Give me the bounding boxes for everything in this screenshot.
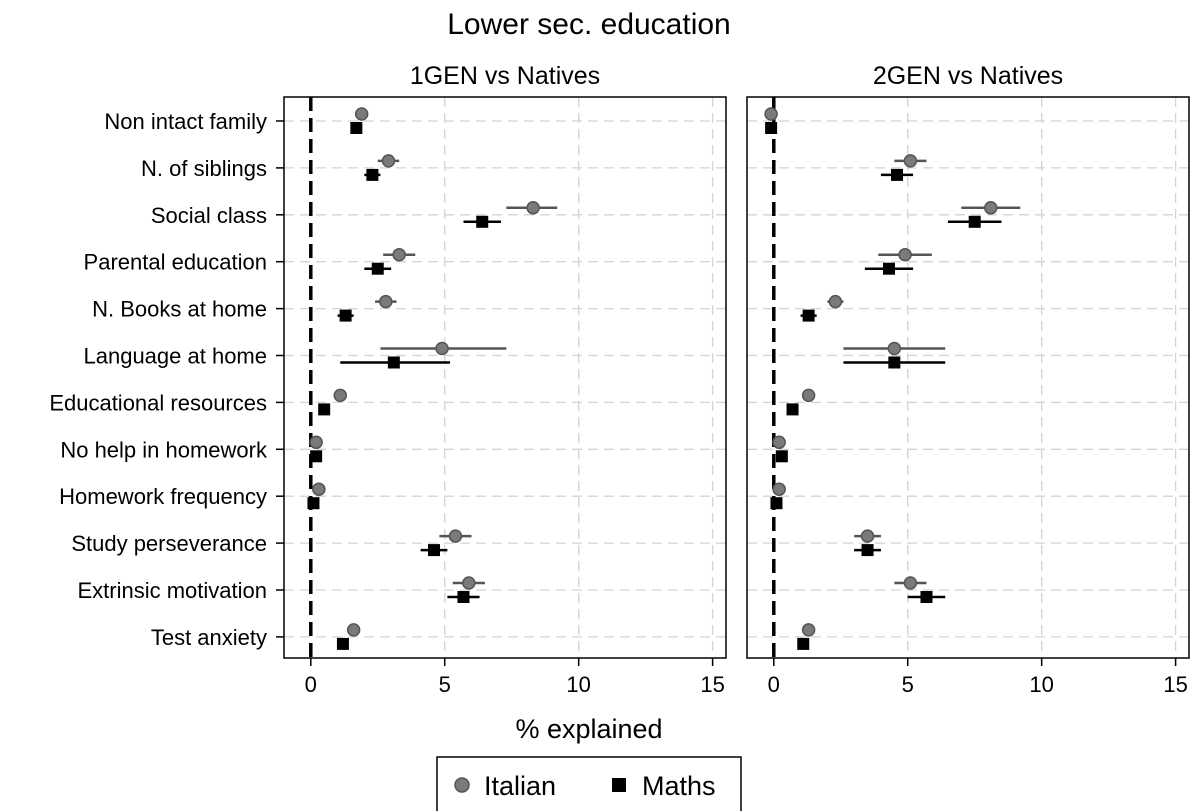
- y-axis-labels: Non intact family N. of siblings Social cl…: [49, 109, 284, 650]
- plot-area: [284, 97, 726, 658]
- plot-frame: [746, 96, 1190, 659]
- point-maths-parental-education: [882, 262, 895, 275]
- point-italian-parental-education: [392, 247, 406, 262]
- x-tick-label: 5: [439, 672, 451, 697]
- point-italian-n-of-siblings: [903, 154, 918, 168]
- point-maths-educational-resources: [786, 403, 799, 416]
- x-tick-label: 5: [902, 672, 914, 697]
- point-maths-homework-frequency: [307, 497, 320, 510]
- x-tick-label: 0: [305, 672, 317, 697]
- legend-maths-label: Maths: [642, 771, 716, 801]
- point-italian-no-help-in-homework: [309, 435, 323, 450]
- chart-title: Lower sec. education: [447, 8, 731, 41]
- y-label-non-intact-family: Non intact family: [104, 109, 267, 134]
- x-tick-label: 10: [1029, 672, 1053, 697]
- y-label-homework-frequency: Homework frequency: [59, 484, 267, 509]
- point-italian-social-class: [984, 201, 998, 215]
- point-maths-extrinsic-motivation: [920, 591, 933, 603]
- point-italian-n-of-siblings: [381, 154, 396, 168]
- panel-title: 2GEN vs Natives: [873, 62, 1063, 90]
- point-italian-language-at-home: [887, 341, 902, 356]
- point-maths-study-perseverance: [861, 544, 874, 557]
- point-italian-no-help-in-homework: [772, 435, 786, 450]
- point-maths-non-intact-family: [350, 122, 363, 134]
- point-maths-test-anxiety: [336, 637, 349, 650]
- point-italian-parental-education: [898, 247, 912, 262]
- legend-box: [436, 756, 742, 811]
- point-italian-n-books-at-home: [828, 294, 843, 309]
- point-italian-non-intact-family: [354, 107, 369, 121]
- point-maths-n-books-at-home: [802, 309, 815, 322]
- point-italian-extrinsic-motivation: [462, 576, 476, 590]
- point-maths-n-of-siblings: [891, 168, 904, 181]
- plot-frame: [283, 96, 727, 659]
- point-maths-study-perseverance: [428, 544, 441, 557]
- legend: Italian Maths: [436, 756, 742, 811]
- point-maths-social-class: [476, 215, 489, 228]
- point-maths-no-help-in-homework: [775, 450, 788, 463]
- y-label-study-perseverance: Study perseverance: [71, 531, 267, 556]
- panel-2gen: 2GEN vs Natives 0 5 10 15: [746, 62, 1190, 697]
- point-italian-social-class: [526, 201, 540, 215]
- plot-area: [747, 97, 1189, 658]
- point-maths-non-intact-family: [765, 122, 778, 134]
- y-label-language-at-home: Language at home: [84, 344, 268, 369]
- y-label-n-books-at-home: N. Books at home: [92, 297, 267, 322]
- panel-title: 1GEN vs Natives: [410, 62, 600, 90]
- point-maths-language-at-home: [888, 356, 901, 369]
- point-maths-extrinsic-motivation: [457, 591, 470, 603]
- point-maths-homework-frequency: [770, 497, 783, 510]
- x-tick-label: 15: [1163, 672, 1187, 697]
- legend-italian-label: Italian: [484, 771, 556, 801]
- point-maths-parental-education: [371, 262, 384, 275]
- point-italian-extrinsic-motivation: [903, 576, 918, 590]
- y-label-test-anxiety: Test anxiety: [151, 625, 267, 650]
- x-tick-label: 15: [700, 672, 724, 697]
- panel-1gen: 1GEN vs Natives 0 5 10 15: [283, 62, 727, 697]
- point-maths-no-help-in-homework: [310, 450, 323, 463]
- point-italian-n-books-at-home: [379, 294, 393, 309]
- legend-italian-marker: [454, 777, 470, 793]
- point-maths-language-at-home: [387, 356, 400, 369]
- point-maths-n-of-siblings: [366, 168, 379, 181]
- point-italian-language-at-home: [435, 341, 449, 356]
- y-label-extrinsic-motivation: Extrinsic motivation: [77, 578, 267, 603]
- y-label-no-help-in-homework: No help in homework: [60, 437, 268, 462]
- point-italian-homework-frequency: [312, 482, 326, 496]
- y-label-educational-resources: Educational resources: [49, 390, 267, 415]
- point-italian-test-anxiety: [346, 623, 361, 637]
- point-italian-educational-resources: [333, 388, 348, 403]
- y-label-parental-education: Parental education: [84, 250, 267, 275]
- point-italian-homework-frequency: [772, 482, 786, 496]
- y-label-social-class: Social class: [151, 203, 267, 228]
- point-maths-social-class: [968, 215, 981, 228]
- point-italian-study-perseverance: [448, 529, 463, 543]
- x-tick-label: 10: [566, 672, 590, 697]
- x-axis-label: % explained: [515, 714, 662, 744]
- point-italian-educational-resources: [801, 388, 816, 403]
- point-maths-educational-resources: [318, 403, 331, 416]
- point-italian-test-anxiety: [801, 623, 816, 637]
- point-maths-n-books-at-home: [339, 309, 352, 322]
- point-italian-non-intact-family: [764, 107, 778, 121]
- y-label-n-of-siblings: N. of siblings: [141, 156, 267, 181]
- point-maths-test-anxiety: [797, 637, 810, 650]
- point-italian-study-perseverance: [860, 529, 875, 543]
- x-tick-label: 0: [768, 672, 780, 697]
- legend-maths-marker: [612, 778, 626, 792]
